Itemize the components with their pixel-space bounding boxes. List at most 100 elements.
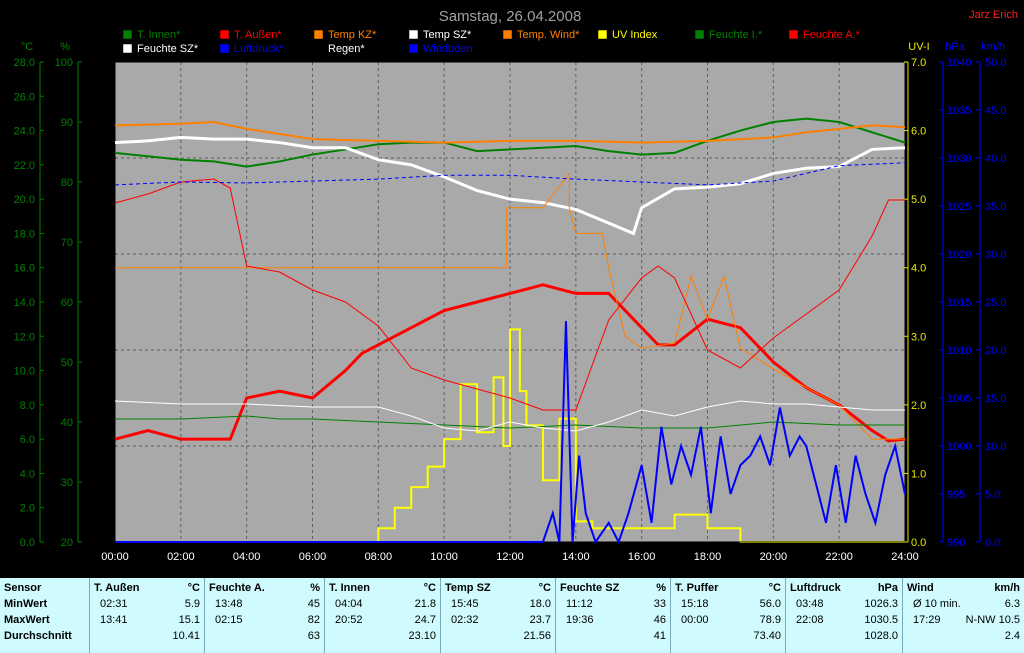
stats-time [675, 628, 681, 644]
legend-swatch [788, 29, 799, 40]
legend-item: Feuchte SZ* [137, 43, 199, 55]
tick-label: 50 [61, 357, 73, 369]
stats-value: N-NW 10.5 [965, 614, 1020, 626]
stats-value: 5.9 [184, 598, 200, 610]
stats-time: 04:04 [335, 598, 363, 610]
tick-label: 7.0 [911, 57, 926, 69]
stats-row: 02:31 5.9 [94, 596, 200, 612]
stats-header: Feuchte SZ% [560, 580, 666, 596]
time-tick-label: 06:00 [299, 551, 327, 563]
tick-label: 30 [61, 477, 73, 489]
legend-swatch [694, 29, 705, 40]
tick-label: 8.0 [20, 400, 35, 412]
stats-value: 56.0 [759, 598, 781, 610]
tick-label: 1015 [947, 297, 971, 309]
tick-label: 995 [947, 489, 965, 501]
tick-label: 40 [61, 417, 73, 429]
time-tick-label: 12:00 [496, 551, 524, 563]
stats-column: Feuchte A.% 13:48 45 02:15 82 63 [205, 578, 325, 653]
stats-row: 15:18 56.0 [675, 596, 781, 612]
tick-label: 1040 [947, 57, 971, 69]
tick-label: 1010 [947, 345, 971, 357]
stats-column: Feuchte SZ% 11:12 33 19:36 46 41 [556, 578, 671, 653]
tick-label: 2.0 [911, 400, 926, 412]
stats-header-unit: km/h [994, 582, 1020, 594]
time-tick-label: 10:00 [430, 551, 458, 563]
tick-label: 10.0 [14, 366, 35, 378]
tick-label: 5.0 [985, 489, 1000, 501]
tick-label: 6.0 [911, 126, 926, 138]
stats-time: 13:41 [100, 614, 128, 626]
series-line [115, 328, 905, 543]
tick-label: 20 [61, 537, 73, 549]
tick-label: 1025 [947, 201, 971, 213]
stats-header-unit: °C [538, 582, 551, 594]
stats-row: Durchschnitt [4, 628, 85, 644]
tick-label: 40.0 [985, 153, 1006, 165]
statistics-table: Sensor MinWert MaxWert Durchschnitt T. Außen… [0, 578, 1024, 653]
tick-label: 1020 [947, 249, 971, 261]
legend-swatch [313, 29, 324, 40]
stats-header: T. Innen °C [329, 580, 436, 596]
stats-row: 1028.0 [790, 628, 898, 644]
stats-header: Luftdruck hPa [790, 580, 898, 596]
legend-swatch [219, 43, 230, 54]
tick-label: 70 [61, 237, 73, 249]
stats-row: 22:08 1030.5 [790, 612, 898, 628]
legend-item: T. Innen* [137, 29, 181, 41]
stats-header-name: Wind [907, 582, 934, 594]
axis-unit: % [60, 41, 70, 53]
stats-column: Sensor MinWert MaxWert Durchschnitt [0, 578, 90, 653]
stats-value: 6.3 [1004, 598, 1020, 610]
legend-item: UV Index [612, 29, 658, 41]
tick-label: 0.0 [94, 537, 109, 549]
tick-label: 12.0 [14, 331, 35, 343]
stats-header-name: Temp SZ [445, 582, 491, 594]
stats-time [907, 628, 913, 644]
stats-value: 23.10 [408, 630, 436, 642]
stats-header-name: Luftdruck [790, 582, 841, 594]
tick-label: 22.0 [14, 160, 35, 172]
stats-column: Temp SZ °C 15:45 18.0 02:32 23.7 21.56 [441, 578, 556, 653]
tick-label: 14.0 [14, 297, 35, 309]
stats-row: 15:45 18.0 [445, 596, 551, 612]
tick-label: 1035 [947, 105, 971, 117]
tick-label: 80 [61, 177, 73, 189]
tick-label: 60 [61, 297, 73, 309]
tick-label: 0.0 [985, 537, 1000, 549]
stats-row: 02:15 82 [209, 612, 320, 628]
stats-value: 24.7 [414, 614, 436, 626]
tick-label: 990 [947, 537, 965, 549]
chart-author: Jarz Erich [969, 9, 1018, 21]
stats-time: 20:52 [335, 614, 363, 626]
stats-value: 45 [307, 598, 320, 610]
stats-time: 03:48 [796, 598, 824, 610]
stats-header-unit: °C [768, 582, 781, 594]
stats-time: 19:36 [566, 614, 594, 626]
stats-time: 17:29 [913, 614, 941, 626]
tick-label: 30.0 [985, 249, 1006, 261]
tick-label: 90 [61, 117, 73, 129]
stats-row: 03:48 1026.3 [790, 596, 898, 612]
series-line [115, 415, 905, 429]
stats-column: T. Außen °C 02:31 5.9 13:41 15.1 10.41 [90, 578, 205, 653]
stats-value: 10.41 [172, 630, 200, 642]
series-line [114, 117, 906, 168]
legend-swatch [502, 29, 513, 40]
stats-time: Durchschnitt [4, 630, 72, 642]
stats-value: 2.4 [1004, 630, 1020, 642]
series-line [115, 171, 905, 440]
stats-header-unit: % [310, 582, 320, 594]
stats-column: Luftdruck hPa 03:48 1026.3 22:08 1030.5 1028.0 [786, 578, 903, 653]
axis-unit: UV-I [908, 41, 929, 53]
legend-swatch [122, 43, 133, 54]
legend-item: Temp SZ* [423, 29, 472, 41]
stats-value: 63 [307, 630, 320, 642]
tick-label: 20.0 [14, 194, 35, 206]
time-tick-label: 08:00 [365, 551, 393, 563]
tick-label: 1030 [947, 153, 971, 165]
tick-label: 3.0 [911, 331, 926, 343]
stats-header: Feuchte A.% [209, 580, 320, 596]
stats-value: 82 [307, 614, 320, 626]
axis-unit: hPa [945, 41, 965, 53]
